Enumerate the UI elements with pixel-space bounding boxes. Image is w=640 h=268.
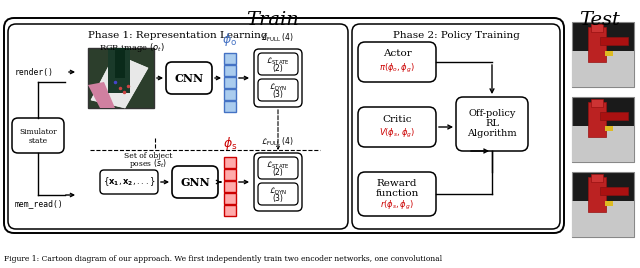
Bar [572,172,634,237]
Text: (2): (2) [273,65,284,73]
Text: $\{\mathbf{x_1}, \mathbf{x_2}, ...\}$: $\{\mathbf{x_1}, \mathbf{x_2}, ...\}$ [102,176,156,188]
Bar [88,48,154,108]
FancyBboxPatch shape [358,107,436,147]
Text: $\mathcal{L}_{\rm STATE}$: $\mathcal{L}_{\rm STATE}$ [266,159,290,171]
Text: Critic: Critic [382,114,412,124]
Text: $r(\phi_{s}, \phi_{g})$: $r(\phi_{s}, \phi_{g})$ [380,198,414,211]
Text: RL: RL [485,118,499,128]
Bar [588,177,606,212]
Text: (3): (3) [273,91,284,99]
Text: Algorithm: Algorithm [467,128,517,137]
Bar [588,27,606,62]
Bar [605,201,613,206]
Bar [591,99,603,107]
FancyBboxPatch shape [258,183,298,205]
FancyBboxPatch shape [4,18,564,233]
Text: $\phi_{\rm o}$: $\phi_{\rm o}$ [223,31,237,48]
Text: Phase 2: Policy Training: Phase 2: Policy Training [392,31,520,40]
Bar [572,97,634,162]
Bar [115,48,125,78]
Bar [224,181,236,192]
Bar [224,53,236,64]
Text: mem_read(): mem_read() [15,199,64,209]
Text: $\phi_{\rm s}$: $\phi_{\rm s}$ [223,135,237,152]
Text: Simulator: Simulator [19,128,57,136]
Text: RGB image $(o_t)$: RGB image $(o_t)$ [99,41,165,54]
FancyBboxPatch shape [254,153,302,211]
Text: state: state [28,137,47,145]
Text: $\mathcal{L}_{\rm FULL}$ (4): $\mathcal{L}_{\rm FULL}$ (4) [261,136,294,148]
Text: function: function [375,188,419,198]
Bar [224,157,236,168]
FancyBboxPatch shape [258,53,298,75]
Polygon shape [88,82,115,108]
Text: $\mathcal{L}_{\rm DYN}$: $\mathcal{L}_{\rm DYN}$ [269,81,287,93]
FancyBboxPatch shape [8,24,348,229]
FancyBboxPatch shape [100,170,158,194]
Text: CNN: CNN [175,73,204,84]
Text: $\pi(\phi_{o}, \phi_{g})$: $\pi(\phi_{o}, \phi_{g})$ [379,61,415,75]
Text: $V(\phi_{s}, \phi_{g})$: $V(\phi_{s}, \phi_{g})$ [379,126,415,140]
FancyBboxPatch shape [172,166,218,198]
FancyBboxPatch shape [12,118,64,153]
Text: GNN: GNN [180,177,210,188]
Polygon shape [91,54,148,108]
FancyBboxPatch shape [358,42,436,82]
Text: Actor: Actor [383,50,412,58]
Text: Off-policy: Off-policy [468,109,516,117]
Text: $\mathcal{L}_{\rm DYN}$: $\mathcal{L}_{\rm DYN}$ [269,185,287,197]
Bar [572,51,634,87]
Bar [588,102,606,137]
Bar [224,193,236,204]
Bar [600,187,628,195]
Bar [224,101,236,112]
Bar [572,126,634,162]
FancyBboxPatch shape [254,49,302,107]
FancyBboxPatch shape [358,172,436,216]
Text: (3): (3) [273,195,284,203]
Bar [591,174,603,182]
FancyBboxPatch shape [258,79,298,101]
Bar [224,205,236,216]
Bar [224,65,236,76]
Text: Train: Train [246,11,298,29]
Bar [224,169,236,180]
Bar [600,112,628,120]
Bar [572,22,634,87]
Text: Reward: Reward [377,180,417,188]
Text: Phase 1: Representation Learning: Phase 1: Representation Learning [88,31,268,40]
Bar [605,126,613,131]
Text: render(): render() [15,68,54,76]
Bar [600,37,628,45]
Bar [224,89,236,100]
Bar [224,77,236,88]
Bar [572,201,634,237]
FancyBboxPatch shape [258,157,298,179]
Text: Test: Test [580,11,620,29]
FancyBboxPatch shape [166,62,212,94]
Bar [591,24,603,32]
FancyBboxPatch shape [352,24,560,229]
Text: Set of object: Set of object [124,152,172,160]
Text: Figure 1: Cartoon diagram of our approach. We first independently train two enco: Figure 1: Cartoon diagram of our approac… [4,255,442,263]
Bar [605,51,613,56]
Text: $\mathcal{L}_{\rm STATE}$: $\mathcal{L}_{\rm STATE}$ [266,55,290,67]
Text: $\mathcal{L}_{\rm FULL}$ (4): $\mathcal{L}_{\rm FULL}$ (4) [261,32,294,44]
Bar [108,48,130,93]
Text: (2): (2) [273,169,284,177]
FancyBboxPatch shape [456,97,528,151]
Text: poses $(s_t)$: poses $(s_t)$ [129,157,167,169]
